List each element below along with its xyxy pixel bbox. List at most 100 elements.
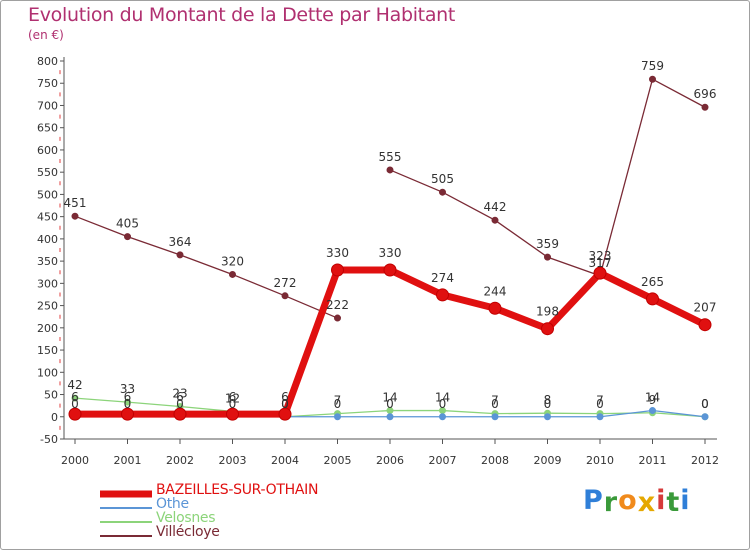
data-point-vill-cloye bbox=[281, 292, 289, 300]
data-label-othe: 0 bbox=[334, 397, 342, 411]
brand-letter: o bbox=[618, 485, 638, 516]
x-tick-label: 2004 bbox=[271, 454, 299, 467]
data-label-bazeilles-sur-othain: 265 bbox=[641, 275, 664, 289]
data-label-vill-cloye: 451 bbox=[64, 196, 87, 210]
data-point-vill-cloye bbox=[334, 314, 341, 322]
data-point-othe bbox=[491, 413, 499, 421]
data-label-vill-cloye: 555 bbox=[379, 150, 402, 164]
data-label-bazeilles-sur-othain: 6 bbox=[229, 390, 237, 404]
legend-swatch-velosnes bbox=[100, 521, 152, 523]
x-tick-label: 2002 bbox=[166, 454, 194, 467]
legend-item-bazeilles: BAZEILLES-SUR-OTHAIN bbox=[100, 482, 360, 498]
data-label-velosnes: 14 bbox=[435, 391, 450, 405]
data-label-bazeilles-sur-othain: 274 bbox=[431, 271, 454, 285]
data-point-velosnes bbox=[124, 398, 131, 406]
data-label-velosnes: 7 bbox=[491, 394, 499, 408]
data-label-vill-cloye: 405 bbox=[116, 217, 139, 231]
data-point-othe bbox=[544, 413, 551, 421]
y-tick-label: 650 bbox=[37, 122, 58, 135]
data-label-bazeilles-sur-othain: 330 bbox=[379, 246, 402, 260]
y-tick-label: 700 bbox=[37, 99, 58, 112]
data-point-vill-cloye bbox=[649, 75, 656, 83]
y-tick-label: 400 bbox=[37, 233, 58, 246]
data-label-bazeilles-sur-othain: 323 bbox=[589, 249, 612, 263]
data-point-othe bbox=[596, 413, 604, 421]
brand-letter: i bbox=[680, 485, 691, 516]
data-label-velosnes: 12 bbox=[225, 391, 240, 405]
data-label-bazeilles-sur-othain: 198 bbox=[536, 305, 559, 319]
data-label-vill-cloye: 696 bbox=[694, 87, 717, 101]
data-label-velosnes: 7 bbox=[334, 394, 342, 408]
data-point-othe bbox=[334, 413, 341, 421]
y-tick-label: 150 bbox=[37, 344, 58, 357]
data-label-velosnes: 14 bbox=[382, 391, 397, 405]
y-tick-label: 500 bbox=[37, 188, 58, 201]
data-label-othe: 0 bbox=[596, 397, 604, 411]
proxiti-logo: Proxiti bbox=[583, 485, 691, 518]
data-point-vill-cloye bbox=[71, 212, 79, 220]
data-label-velosnes: 33 bbox=[120, 382, 135, 396]
data-point-vill-cloye bbox=[124, 233, 131, 241]
legend-swatch-villecloye bbox=[100, 535, 152, 537]
x-tick-label: 2005 bbox=[324, 454, 352, 467]
data-point-othe bbox=[701, 413, 709, 421]
x-tick-label: 2001 bbox=[114, 454, 142, 467]
chart-title: Evolution du Montant de la Dette par Hab… bbox=[28, 4, 456, 26]
data-label-othe: 0 bbox=[544, 397, 552, 411]
data-point-othe bbox=[649, 407, 656, 415]
data-label-vill-cloye: 505 bbox=[431, 172, 454, 186]
data-label-bazeilles-sur-othain: 6 bbox=[176, 390, 184, 404]
data-label-vill-cloye: 442 bbox=[484, 200, 507, 214]
data-label-othe: 0 bbox=[124, 397, 132, 411]
brand-letter: i bbox=[656, 485, 667, 516]
brand-letter: r bbox=[603, 487, 619, 518]
y-tick-label: 450 bbox=[37, 211, 58, 224]
data-point-bazeilles-sur-othain bbox=[331, 263, 344, 277]
x-tick-label: 2008 bbox=[481, 454, 509, 467]
legend-item-villecloye: Villécloye bbox=[100, 524, 360, 540]
data-label-vill-cloye: 272 bbox=[274, 276, 297, 290]
series-line-vill-cloye bbox=[74, 215, 338, 319]
data-point-vill-cloye bbox=[176, 251, 184, 259]
data-point-bazeilles-sur-othain bbox=[646, 292, 659, 306]
data-label-bazeilles-sur-othain: 6 bbox=[71, 390, 79, 404]
data-label-bazeilles-sur-othain: 6 bbox=[281, 390, 289, 404]
data-label-othe: 0 bbox=[491, 397, 499, 411]
data-point-vill-cloye bbox=[386, 166, 394, 174]
data-point-bazeilles-sur-othain bbox=[383, 263, 397, 277]
legend-label-velosnes: Velosnes bbox=[156, 510, 216, 526]
data-label-bazeilles-sur-othain: 330 bbox=[326, 246, 349, 260]
y-tick-label: 50 bbox=[44, 389, 58, 402]
data-label-vill-cloye: 359 bbox=[536, 237, 559, 251]
brand-letter: P bbox=[583, 485, 604, 516]
legend-label-villecloye: Villécloye bbox=[156, 524, 220, 540]
data-point-vill-cloye bbox=[229, 270, 236, 278]
data-point-bazeilles-sur-othain bbox=[488, 301, 502, 315]
y-tick-label: 750 bbox=[37, 77, 58, 90]
x-tick-label: 2006 bbox=[376, 454, 404, 467]
data-point-bazeilles-sur-othain bbox=[278, 407, 292, 421]
data-label-velosnes: 8 bbox=[544, 393, 552, 407]
data-point-othe bbox=[386, 413, 394, 421]
data-label-vill-cloye: 364 bbox=[169, 235, 192, 249]
data-label-vill-cloye: 317 bbox=[589, 256, 612, 270]
data-label-bazeilles-sur-othain: 6 bbox=[124, 390, 132, 404]
data-point-bazeilles-sur-othain bbox=[121, 407, 134, 421]
chart-unit-label: (en €) bbox=[28, 28, 64, 42]
brand-letter: t bbox=[666, 487, 681, 518]
data-label-velosnes: 0 bbox=[701, 397, 709, 411]
data-point-vill-cloye bbox=[544, 253, 551, 261]
data-label-vill-cloye: 320 bbox=[221, 254, 244, 268]
data-label-othe: 0 bbox=[386, 397, 394, 411]
y-tick-label: 800 bbox=[37, 55, 58, 68]
data-label-bazeilles-sur-othain: 207 bbox=[694, 301, 717, 315]
data-point-bazeilles-sur-othain bbox=[68, 407, 82, 421]
data-label-othe: 0 bbox=[176, 397, 184, 411]
data-label-vill-cloye: 222 bbox=[326, 298, 349, 312]
brand-letter: x bbox=[637, 487, 657, 518]
y-tick-label: 600 bbox=[37, 144, 58, 157]
data-label-othe: 0 bbox=[701, 397, 709, 411]
data-label-velosnes: 23 bbox=[172, 387, 187, 401]
data-label-velosnes: 0 bbox=[281, 397, 289, 411]
x-tick-label: 2003 bbox=[219, 454, 247, 467]
